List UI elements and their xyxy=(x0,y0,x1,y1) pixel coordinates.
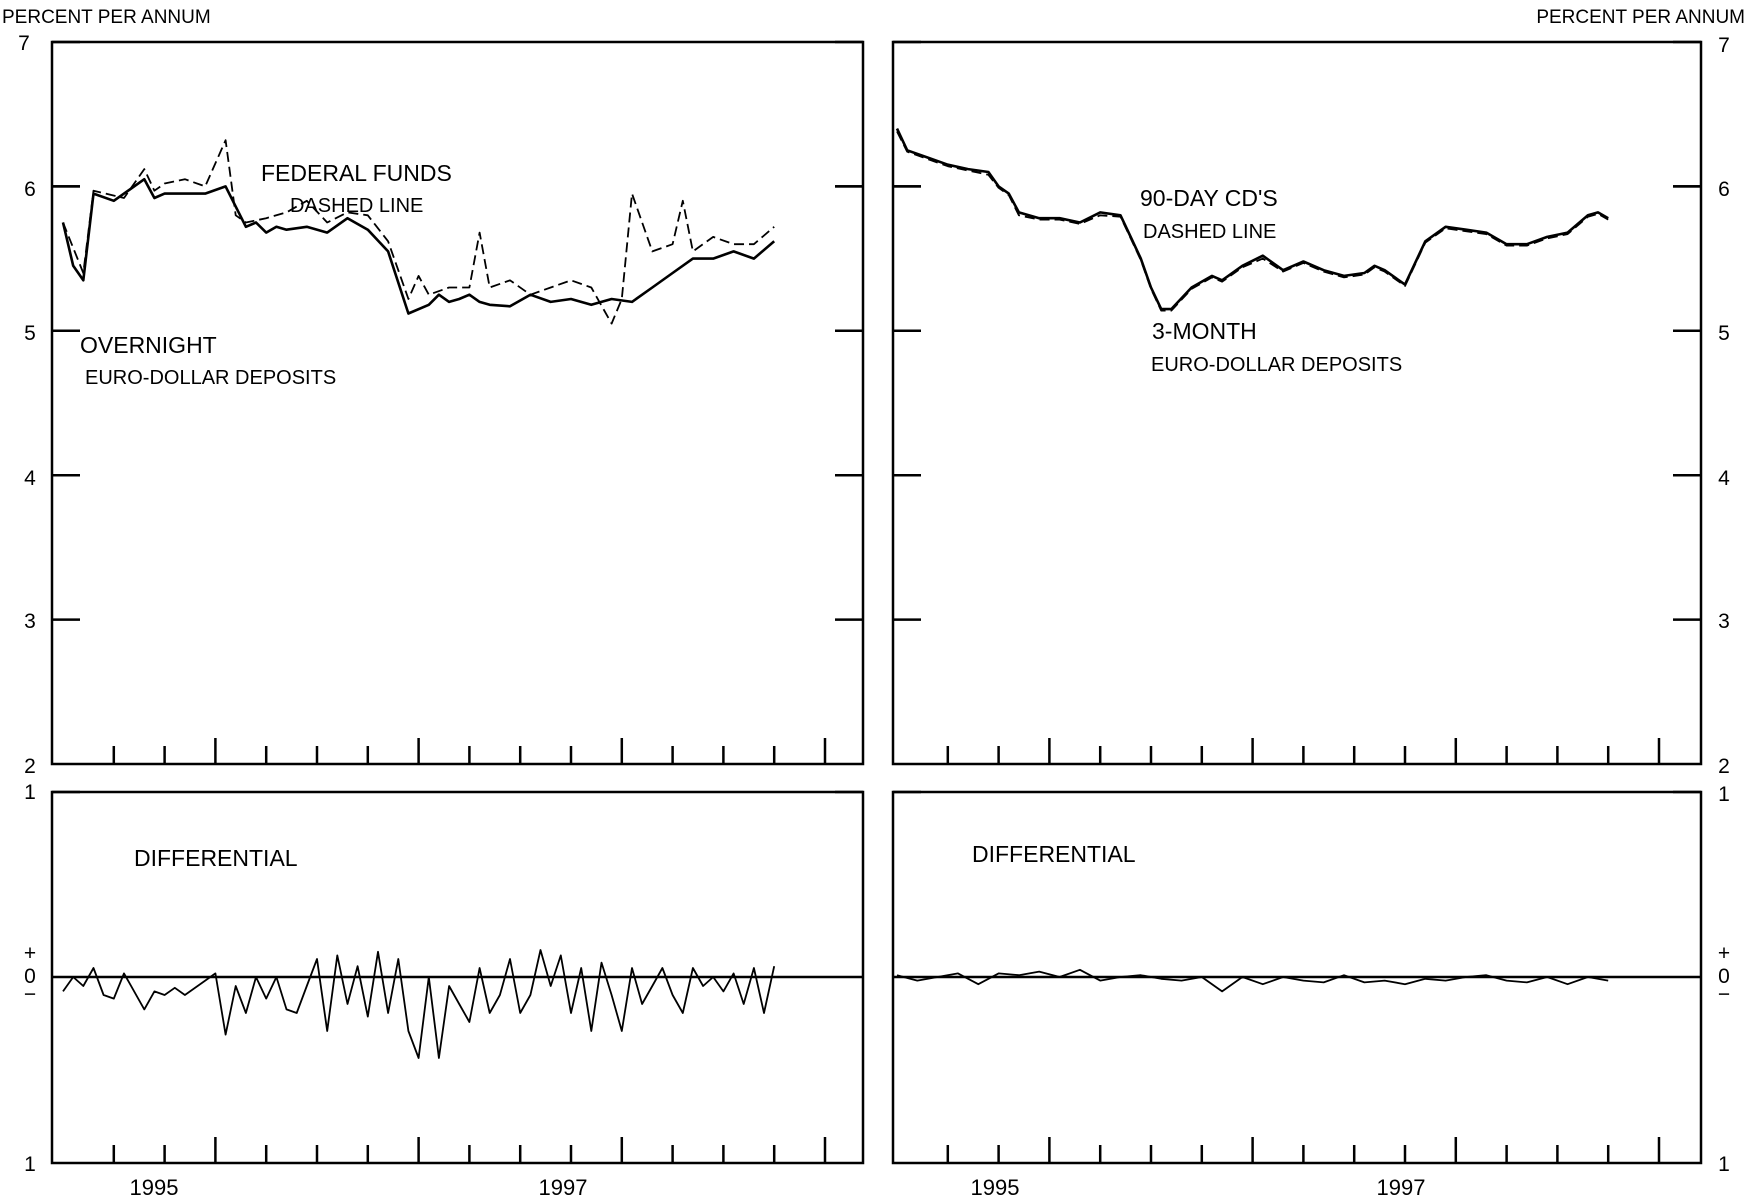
chart-marks xyxy=(52,40,1701,1163)
x-tick-label-1995-left: 1995 xyxy=(130,1175,179,1197)
y-tick-label-diff-zero-left: 0 xyxy=(24,965,36,988)
label-differential-right: DIFFERENTIAL xyxy=(972,841,1136,867)
series-line-solid xyxy=(895,128,1609,311)
y-tick-label-7-right: 7 xyxy=(1718,34,1730,57)
y-tick-label-diff-top-left: 1 xyxy=(24,781,36,804)
label-federal-funds: FEDERAL FUNDS xyxy=(261,160,452,186)
y-tick-label-diff-top-right: 1 xyxy=(1718,783,1730,806)
series-line-solid xyxy=(61,177,776,315)
y-tick-label-4-right: 4 xyxy=(1718,467,1730,490)
y-tick-label-3-right: 3 xyxy=(1718,610,1730,633)
label-3-month: 3-MONTH xyxy=(1152,318,1257,344)
panel-top-right-frame xyxy=(891,40,1703,766)
y-tick-label-2-left: 2 xyxy=(24,755,36,778)
y-axis-label-left: PERCENT PER ANNUM xyxy=(2,7,211,28)
y-axis-label-right: PERCENT PER ANNUM xyxy=(1536,7,1745,28)
y-tick-label-5-left: 5 xyxy=(24,322,36,345)
x-tick-label-1997-right: 1997 xyxy=(1377,1175,1426,1197)
y-tick-label-6-left: 6 xyxy=(24,178,36,201)
x-tick-label-1995-right: 1995 xyxy=(971,1175,1020,1197)
label-overnight-eurodollar: EURO-DOLLAR DEPOSITS xyxy=(85,367,336,389)
y-tick-label-diff-bottom-left: 1 xyxy=(24,1153,36,1176)
panel-top-left-frame xyxy=(50,40,865,766)
y-tick-label-diff-minus-left: − xyxy=(24,983,36,1006)
label-90-day-cds: 90-DAY CD'S xyxy=(1140,185,1278,211)
x-tick-label-1997-left: 1997 xyxy=(539,1175,588,1197)
y-tick-label-diff-bottom-right: 1 xyxy=(1718,1153,1730,1176)
series-line-dashed xyxy=(62,139,775,325)
y-tick-label-diff-plus-right: + xyxy=(1718,942,1730,965)
label-federal-funds-dashed: DASHED LINE xyxy=(290,195,423,217)
series-line-solid xyxy=(62,949,776,1059)
y-tick-label-diff-zero-right: 0 xyxy=(1718,965,1730,988)
series-line-solid xyxy=(896,968,1609,993)
y-tick-label-5-right: 5 xyxy=(1718,322,1730,345)
y-tick-label-diff-minus-right: − xyxy=(1718,983,1730,1006)
y-tick-label-6-right: 6 xyxy=(1718,178,1730,201)
label-differential-left: DIFFERENTIAL xyxy=(134,845,298,871)
y-tick-label-2-right: 2 xyxy=(1718,755,1730,778)
label-90-day-cds-dashed: DASHED LINE xyxy=(1143,221,1276,243)
y-tick-label-4-left: 4 xyxy=(24,467,36,490)
y-tick-label-7-left: 7 xyxy=(18,32,30,55)
y-tick-label-3-left: 3 xyxy=(24,610,36,633)
label-overnight: OVERNIGHT xyxy=(80,332,217,358)
label-3-month-eurodollar: EURO-DOLLAR DEPOSITS xyxy=(1151,354,1402,376)
y-tick-label-diff-plus-left: + xyxy=(24,942,36,965)
series-line-dashed xyxy=(896,131,1609,312)
